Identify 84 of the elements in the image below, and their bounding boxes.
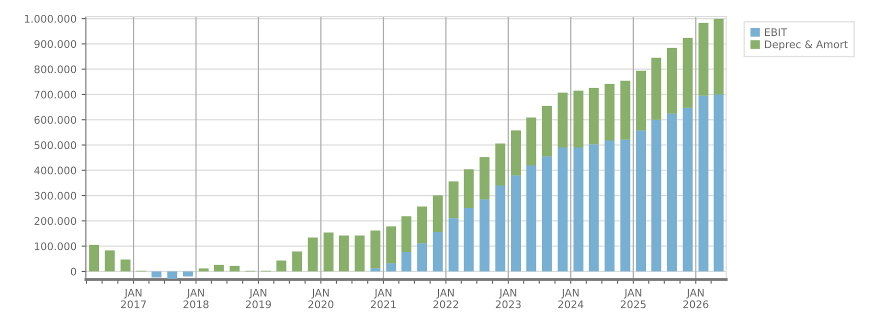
bar xyxy=(120,260,130,272)
bar xyxy=(511,175,521,272)
bar xyxy=(558,92,568,148)
bar xyxy=(636,130,646,272)
bar xyxy=(698,22,708,96)
bar xyxy=(464,208,474,272)
bar xyxy=(698,96,708,272)
bar xyxy=(604,84,615,140)
bar xyxy=(651,58,662,120)
x-tick-label: JAN 2018 xyxy=(184,288,209,308)
bar xyxy=(604,140,615,272)
bar xyxy=(714,94,724,272)
bar xyxy=(338,236,349,272)
bar xyxy=(104,250,115,272)
bar xyxy=(588,88,599,144)
bar xyxy=(480,157,490,200)
bar xyxy=(480,199,490,272)
x-tick-label: JAN 2019 xyxy=(246,288,271,308)
bar xyxy=(417,206,428,244)
bar xyxy=(651,120,662,272)
bar xyxy=(167,271,178,280)
bar xyxy=(386,263,396,272)
bar xyxy=(526,165,536,272)
bar xyxy=(417,243,428,272)
bar xyxy=(230,266,240,272)
y-tick-label: 900.000 xyxy=(34,40,76,48)
bar xyxy=(432,195,443,232)
bar xyxy=(573,90,584,148)
y-tick-label: 700.000 xyxy=(34,90,76,99)
bar xyxy=(573,148,584,272)
bar xyxy=(620,140,630,272)
bar xyxy=(354,236,365,272)
bar xyxy=(198,268,209,272)
bar xyxy=(667,114,677,272)
x-tick-label: JAN 2017 xyxy=(121,288,146,308)
bar xyxy=(714,18,724,94)
bar xyxy=(464,169,474,208)
bar xyxy=(152,271,162,278)
y-tick-label: 400.000 xyxy=(34,166,76,174)
bar xyxy=(401,252,412,272)
x-tick-label: JAN 2026 xyxy=(683,288,708,308)
bar xyxy=(214,264,224,272)
bar xyxy=(667,48,677,114)
bar xyxy=(558,148,568,272)
y-tick-label: 600.000 xyxy=(34,116,76,124)
bar xyxy=(511,130,521,176)
x-tick-label: JAN 2021 xyxy=(370,288,396,308)
y-tick-label: 1.000.000 xyxy=(24,14,76,23)
bar xyxy=(495,144,506,186)
bar xyxy=(542,106,552,156)
bar xyxy=(682,108,693,272)
legend-label: Deprec & Amort xyxy=(765,40,848,50)
y-tick-label: 500.000 xyxy=(34,141,76,150)
bar xyxy=(370,230,380,268)
bar xyxy=(588,144,599,272)
bar xyxy=(448,218,459,272)
x-tick-label: JAN 2022 xyxy=(433,288,458,308)
bar xyxy=(370,268,380,272)
legend-label: EBIT xyxy=(765,28,788,36)
y-tick-label: 200.000 xyxy=(34,217,76,225)
x-tick-label: JAN 2025 xyxy=(620,288,646,308)
y-tick-label: 100.000 xyxy=(34,242,76,250)
y-tick-label: 0 xyxy=(70,268,76,276)
bar xyxy=(448,181,459,218)
bar xyxy=(636,70,646,130)
bar xyxy=(432,232,443,272)
y-tick-label: 800.000 xyxy=(34,65,76,74)
bar xyxy=(89,244,100,272)
bar xyxy=(386,226,396,264)
bar xyxy=(182,271,193,276)
y-tick-label: 300.000 xyxy=(34,192,76,200)
bar xyxy=(542,156,552,272)
x-tick-label: JAN 2024 xyxy=(558,288,584,308)
bar xyxy=(682,38,693,108)
bar xyxy=(324,232,334,272)
x-tick-label: JAN 2023 xyxy=(496,288,521,308)
bar xyxy=(308,238,318,272)
bar xyxy=(620,80,630,140)
bar xyxy=(526,117,536,166)
bar xyxy=(401,216,412,252)
bar xyxy=(276,260,286,272)
bar xyxy=(495,185,506,272)
x-tick-label: JAN 2020 xyxy=(308,288,334,308)
bar xyxy=(292,251,302,272)
